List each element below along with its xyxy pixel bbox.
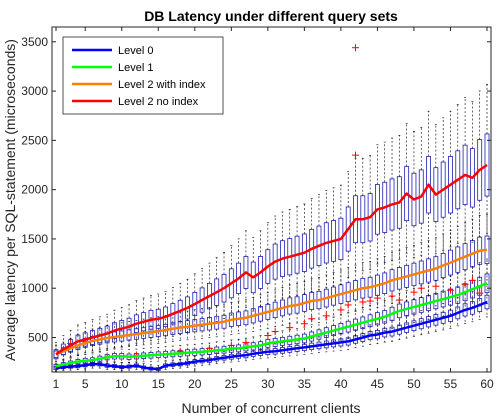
- outlier-marker: [308, 315, 316, 323]
- y-tick-label: 500: [28, 331, 48, 345]
- outlier-marker: [359, 298, 367, 306]
- y-tick-label: 1500: [21, 232, 48, 246]
- series-line: [55, 248, 488, 356]
- outlier-marker: [395, 296, 403, 304]
- x-tick-label: 1: [53, 377, 60, 391]
- boxplot-box: [426, 156, 431, 214]
- legend-label: Level 1: [118, 62, 153, 74]
- x-tick-label: 10: [115, 377, 129, 391]
- boxplot: [345, 171, 351, 278]
- outlier-marker: [417, 284, 425, 292]
- y-tick-label: 3000: [21, 84, 48, 98]
- x-tick-label: 45: [371, 377, 385, 391]
- outlier-marker: [432, 282, 440, 290]
- outlier-marker: [322, 312, 330, 320]
- outlier-marker: [264, 332, 272, 340]
- outlier-marker: [344, 301, 352, 309]
- outlier-marker: [300, 320, 308, 328]
- x-tick-label: 55: [444, 377, 458, 391]
- chart-title: DB Latency under different query sets: [144, 8, 398, 24]
- series-line: [55, 300, 488, 371]
- outlier-layer: [67, 44, 484, 361]
- x-tick-label: 60: [480, 377, 494, 391]
- outlier-marker: [461, 280, 469, 288]
- outlier-marker: [286, 324, 294, 332]
- legend: Level 0 Level 1 Level 2 with index Level 2 …: [62, 36, 224, 115]
- outlier-marker: [352, 44, 360, 52]
- outlier-marker: [373, 294, 381, 302]
- boxplot-box: [404, 166, 410, 222]
- series-layer: [55, 163, 488, 371]
- outlier-marker: [242, 338, 250, 346]
- boxplot: [133, 360, 139, 370]
- plot-frame: [51, 26, 492, 373]
- x-tick-label: 5: [82, 377, 89, 391]
- boxplot: [404, 122, 410, 254]
- outlier-marker: [446, 286, 454, 294]
- outlier-marker: [476, 289, 484, 297]
- legend-item: Level 1: [72, 62, 153, 74]
- y-axis-label: Average latency per SQL-statement (micro…: [2, 39, 18, 361]
- outlier-marker: [337, 306, 345, 314]
- outlier-marker: [468, 276, 476, 284]
- boxplot-box: [345, 206, 351, 252]
- x-tick-label: 25: [225, 377, 239, 391]
- legend-item: Level 2 no index: [72, 96, 199, 108]
- y-tick-label: 3500: [21, 35, 48, 49]
- x-tick-label: 50: [407, 377, 421, 391]
- y-tick-label: 1000: [21, 281, 48, 295]
- outlier-marker: [388, 292, 396, 300]
- x-axis: 1 5 10 15 20 25 30 35 40 45 50 55 60: [53, 27, 494, 391]
- x-axis-label: Number of concurrent clients: [182, 400, 361, 416]
- outlier-marker: [410, 288, 418, 296]
- x-tick-label: 30: [261, 377, 275, 391]
- x-tick-label: 20: [188, 377, 202, 391]
- legend-item: Level 0: [72, 45, 153, 57]
- series-line: [55, 163, 488, 356]
- y-tick-label: 2500: [21, 133, 48, 147]
- outlier-marker: [366, 297, 374, 305]
- legend-label: Level 0: [118, 45, 153, 57]
- outlier-marker: [271, 328, 279, 336]
- x-tick-label: 15: [152, 377, 166, 391]
- x-tick-label: 35: [298, 377, 312, 391]
- boxplot: [426, 110, 431, 248]
- x-tick-label: 40: [334, 377, 348, 391]
- series-line: [55, 282, 488, 368]
- outlier-marker: [352, 151, 360, 159]
- legend-item: Level 2 with index: [72, 79, 206, 91]
- legend-label: Level 2 no index: [118, 96, 199, 108]
- legend-label: Level 2 with index: [118, 79, 206, 91]
- y-tick-label: 2000: [21, 183, 48, 197]
- y-axis: 500 1000 1500 2000 2500 3000 3500: [21, 35, 491, 345]
